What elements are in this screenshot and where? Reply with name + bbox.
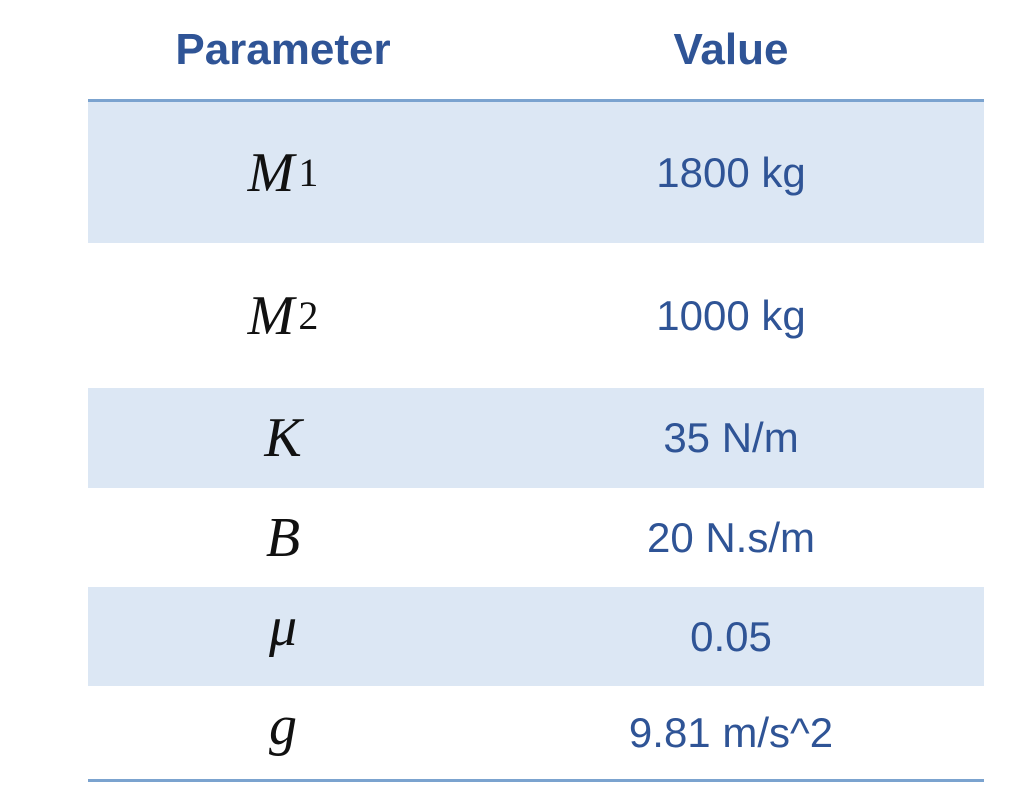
header-value: Value [673, 24, 789, 74]
table-header: Parameter Value [88, 0, 984, 102]
value-cell: 1800 kg [656, 148, 806, 196]
subscript: 1 [298, 150, 319, 195]
value-cell: 9.81 m/s^2 [628, 708, 834, 756]
parameter-cell: g [269, 694, 297, 757]
parameter-cell: μ [268, 595, 298, 658]
symbol: M [247, 284, 295, 347]
header-parameter: Parameter [175, 24, 391, 74]
table-row: K 35 N/m [88, 388, 984, 488]
value-cell: 35 N/m [663, 414, 799, 461]
value-cell: 1000 kg [656, 291, 806, 339]
parameter-cell: B [265, 506, 301, 569]
value-cell: 20 N.s/m [646, 513, 816, 561]
parameter-cell: K [264, 407, 302, 469]
table-row: g 9.81 m/s^2 [88, 686, 984, 779]
table-row: B 20 N.s/m [88, 488, 984, 587]
value-cell: 0.05 [690, 612, 772, 660]
table-row: μ 0.05 [88, 587, 984, 686]
symbol: M [247, 141, 295, 204]
bottom-rule [88, 779, 984, 782]
subscript: 2 [298, 293, 319, 338]
